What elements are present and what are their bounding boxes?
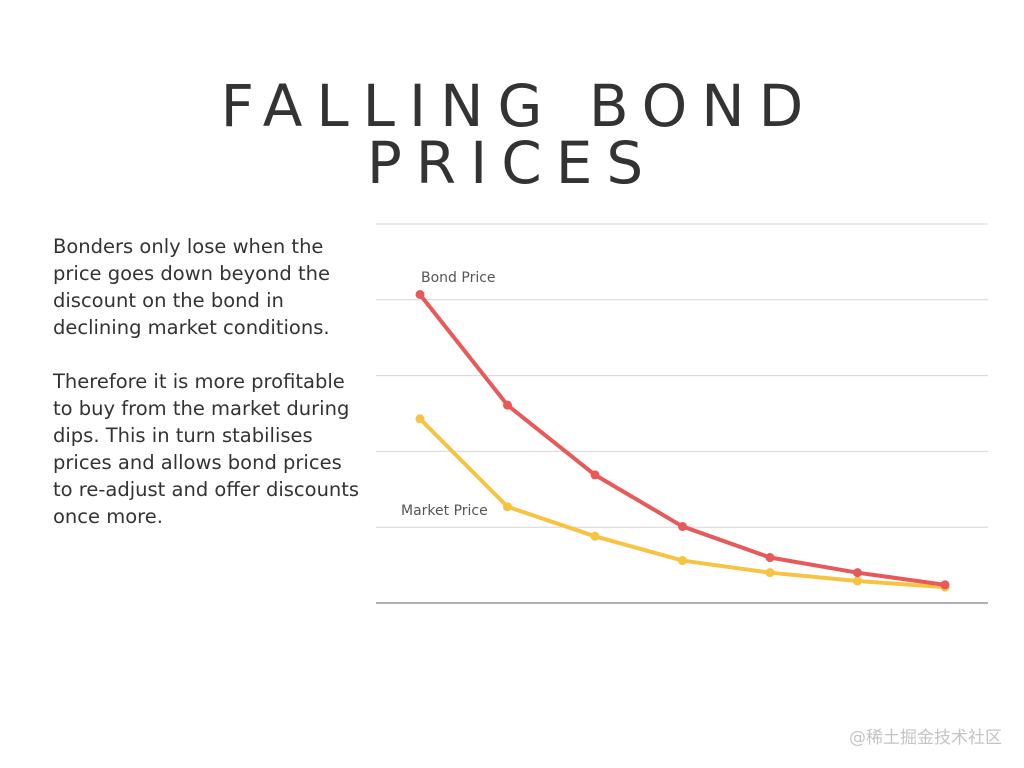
data-point xyxy=(678,521,687,531)
data-point xyxy=(853,576,862,586)
description-text: Bonders only lose when the price goes do… xyxy=(53,233,363,557)
data-point xyxy=(765,553,775,563)
data-point xyxy=(415,414,425,424)
data-point xyxy=(590,470,600,480)
series-label: Bond Price xyxy=(421,270,496,286)
title-line-2: PRICES xyxy=(366,129,658,197)
paragraph-2: Therefore it is more profitable to buy f… xyxy=(53,370,360,528)
title-line-1: FALLING BOND xyxy=(220,72,818,140)
paragraph-1: Bonders only lose when the price goes do… xyxy=(53,235,330,339)
page-title: FALLING BOND PRICES xyxy=(0,77,1024,192)
data-point xyxy=(678,556,687,566)
data-point xyxy=(940,580,950,590)
series-line-0 xyxy=(418,292,947,587)
data-point xyxy=(503,400,512,410)
series-label: Market Price xyxy=(401,503,488,519)
data-point xyxy=(765,568,775,578)
data-point xyxy=(853,568,862,578)
data-point xyxy=(415,289,425,299)
watermark: @稀土掘金技术社区 xyxy=(849,728,1002,748)
data-point xyxy=(503,502,512,512)
data-point xyxy=(590,531,600,541)
